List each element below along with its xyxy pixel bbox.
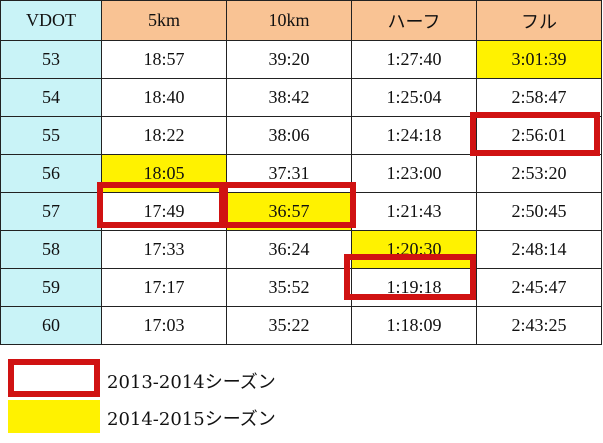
time-cell-10km: 36:24 xyxy=(226,230,352,269)
time-cell-5km: 17:03 xyxy=(101,306,227,345)
time-cell-10km: 38:42 xyxy=(226,78,352,117)
time-cell-5km: 17:17 xyxy=(101,268,227,307)
table-row: 58 17:33 36:24 1:20:30 2:48:14 xyxy=(0,230,602,269)
table-row: 55 18:22 38:06 1:24:18 2:56:01 xyxy=(0,116,602,155)
table-row: 54 18:40 38:42 1:25:04 2:58:47 xyxy=(0,78,602,117)
legend-swatch-2014-2015 xyxy=(8,400,100,433)
time-cell-5km: 18:22 xyxy=(101,116,227,155)
time-cell-10km: 38:06 xyxy=(226,116,352,155)
legend-label-2013-2014: 2013-2014シーズン xyxy=(107,372,276,393)
time-cell-5km: 18:05 xyxy=(101,154,227,193)
time-cell-full: 2:48:14 xyxy=(476,230,602,269)
vdot-cell: 57 xyxy=(0,192,102,231)
time-cell-full: 2:53:20 xyxy=(476,154,602,193)
vdot-cell: 56 xyxy=(0,154,102,193)
time-cell-5km: 18:57 xyxy=(101,40,227,79)
header-half: ハーフ xyxy=(351,0,477,41)
time-cell-5km: 17:33 xyxy=(101,230,227,269)
table-row: 53 18:57 39:20 1:27:40 3:01:39 xyxy=(0,40,602,79)
time-cell-half: 1:24:18 xyxy=(351,116,477,155)
vdot-cell: 53 xyxy=(0,40,102,79)
time-cell-10km: 37:31 xyxy=(226,154,352,193)
time-cell-full: 2:45:47 xyxy=(476,268,602,307)
time-cell-10km: 36:57 xyxy=(226,192,352,231)
vdot-cell: 58 xyxy=(0,230,102,269)
table-row: 59 17:17 35:52 1:19:18 2:45:47 xyxy=(0,268,602,307)
time-cell-half: 1:20:30 xyxy=(351,230,477,269)
time-cell-full: 2:56:01 xyxy=(476,116,602,155)
time-cell-full: 3:01:39 xyxy=(476,40,602,79)
vdot-cell: 59 xyxy=(0,268,102,307)
table-row: 57 17:49 36:57 1:21:43 2:50:45 xyxy=(0,192,602,231)
time-cell-full: 2:43:25 xyxy=(476,306,602,345)
time-cell-half: 1:23:00 xyxy=(351,154,477,193)
time-cell-half: 1:19:18 xyxy=(351,268,477,307)
header-5km: 5km xyxy=(101,0,227,41)
time-cell-half: 1:27:40 xyxy=(351,40,477,79)
header-10km: 10km xyxy=(226,0,352,41)
time-cell-10km: 35:52 xyxy=(226,268,352,307)
time-cell-half: 1:18:09 xyxy=(351,306,477,345)
time-cell-10km: 35:22 xyxy=(226,306,352,345)
time-cell-5km: 18:40 xyxy=(101,78,227,117)
header-full: フル xyxy=(476,0,602,41)
vdot-cell: 55 xyxy=(0,116,102,155)
header-vdot: VDOT xyxy=(0,0,102,41)
time-cell-full: 2:58:47 xyxy=(476,78,602,117)
time-cell-full: 2:50:45 xyxy=(476,192,602,231)
vdot-cell: 54 xyxy=(0,78,102,117)
time-cell-half: 1:21:43 xyxy=(351,192,477,231)
table-header-row: VDOT 5km 10km ハーフ フル xyxy=(0,0,602,41)
vdot-cell: 60 xyxy=(0,306,102,345)
table-row: 60 17:03 35:22 1:18:09 2:43:25 xyxy=(0,306,602,345)
time-cell-10km: 39:20 xyxy=(226,40,352,79)
legend-swatch-2013-2014 xyxy=(8,359,100,397)
vdot-pace-table: VDOT 5km 10km ハーフ フル 53 18:57 39:20 1:27… xyxy=(0,0,602,345)
legend-label-2014-2015: 2014-2015シーズン xyxy=(107,409,276,430)
time-cell-half: 1:25:04 xyxy=(351,78,477,117)
table-row: 56 18:05 37:31 1:23:00 2:53:20 xyxy=(0,154,602,193)
time-cell-5km: 17:49 xyxy=(101,192,227,231)
